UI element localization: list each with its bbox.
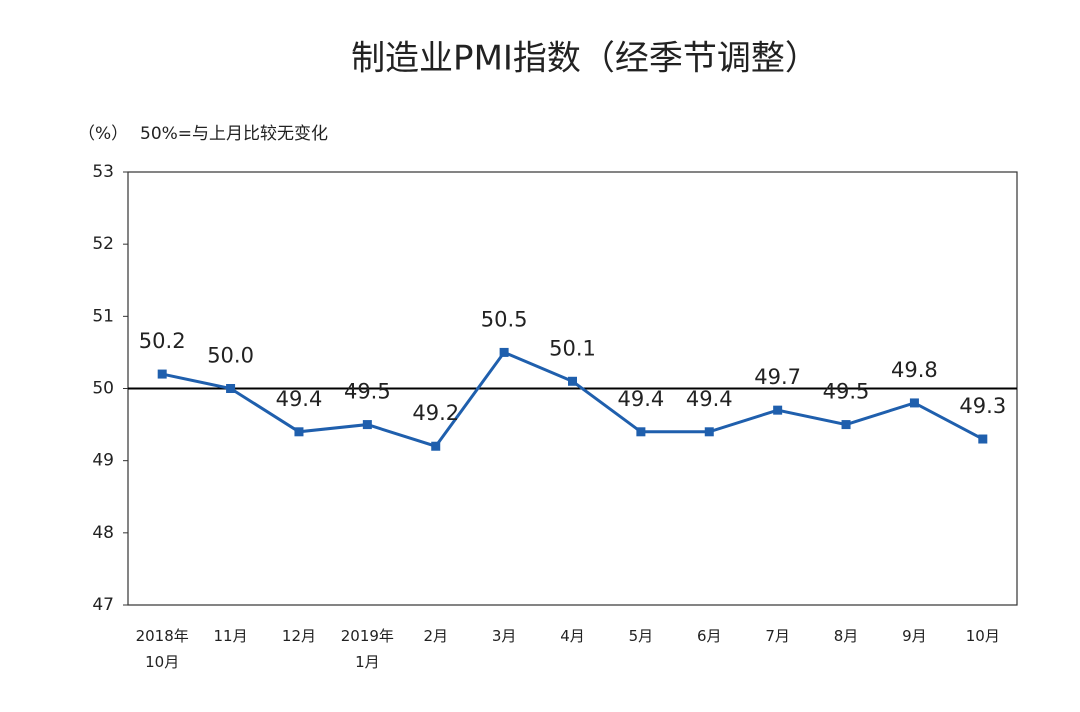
data-point — [909, 398, 919, 408]
y-tick-label: 48 — [92, 523, 114, 543]
data-point — [294, 427, 304, 437]
x-tick-label: 2018年 10月 — [136, 627, 189, 671]
data-point — [773, 405, 783, 415]
data-label: 49.8 — [891, 358, 938, 382]
x-tick-label: 5月 — [629, 627, 654, 645]
data-label: 49.4 — [276, 387, 323, 411]
x-tick-label: 12月 — [282, 627, 316, 645]
x-tick-label: 10月 — [966, 627, 1000, 645]
data-point — [704, 427, 714, 437]
data-label: 49.4 — [686, 387, 733, 411]
annotation: 50%=与上月比较无变化 — [140, 124, 328, 144]
data-point — [226, 384, 236, 393]
data-point — [568, 376, 577, 386]
y-tick-label: 50 — [92, 379, 114, 399]
data-label: 49.5 — [823, 380, 870, 404]
data-label: 50.1 — [549, 336, 596, 360]
data-point — [499, 347, 509, 357]
data-label: 50.2 — [139, 329, 186, 353]
y-unit: （%） — [78, 124, 128, 144]
x-tick-label: 3月 — [492, 627, 517, 645]
x-tick-label: 7月 — [765, 627, 790, 645]
x-tick-label: 11月 — [214, 627, 248, 645]
data-point — [636, 427, 646, 437]
data-label: 50.0 — [207, 344, 254, 368]
data-point — [978, 434, 988, 444]
data-label: 50.5 — [481, 307, 528, 331]
x-tick-label: 2月 — [423, 627, 448, 645]
x-tick-label: 8月 — [834, 627, 859, 645]
x-tick-label: 2019年 1月 — [341, 627, 394, 671]
data-point — [431, 441, 441, 451]
x-tick-label: 9月 — [902, 627, 927, 645]
data-point — [841, 420, 851, 430]
data-point — [157, 369, 167, 379]
y-tick-label: 47 — [92, 595, 114, 615]
data-point — [362, 420, 372, 430]
data-label: 49.4 — [618, 387, 665, 411]
y-tick-label: 49 — [92, 451, 114, 471]
y-tick-label: 51 — [92, 306, 114, 326]
chart-title: 制造业PMI指数（经季节调整） — [351, 39, 819, 79]
y-tick-label: 52 — [92, 234, 114, 254]
data-label: 49.7 — [754, 365, 801, 389]
data-label: 49.3 — [959, 394, 1006, 418]
x-tick-label: 6月 — [697, 627, 722, 645]
y-tick-label: 53 — [92, 162, 114, 182]
x-tick-label: 4月 — [560, 627, 585, 645]
data-label: 49.5 — [344, 380, 391, 404]
data-label: 49.2 — [412, 401, 459, 425]
